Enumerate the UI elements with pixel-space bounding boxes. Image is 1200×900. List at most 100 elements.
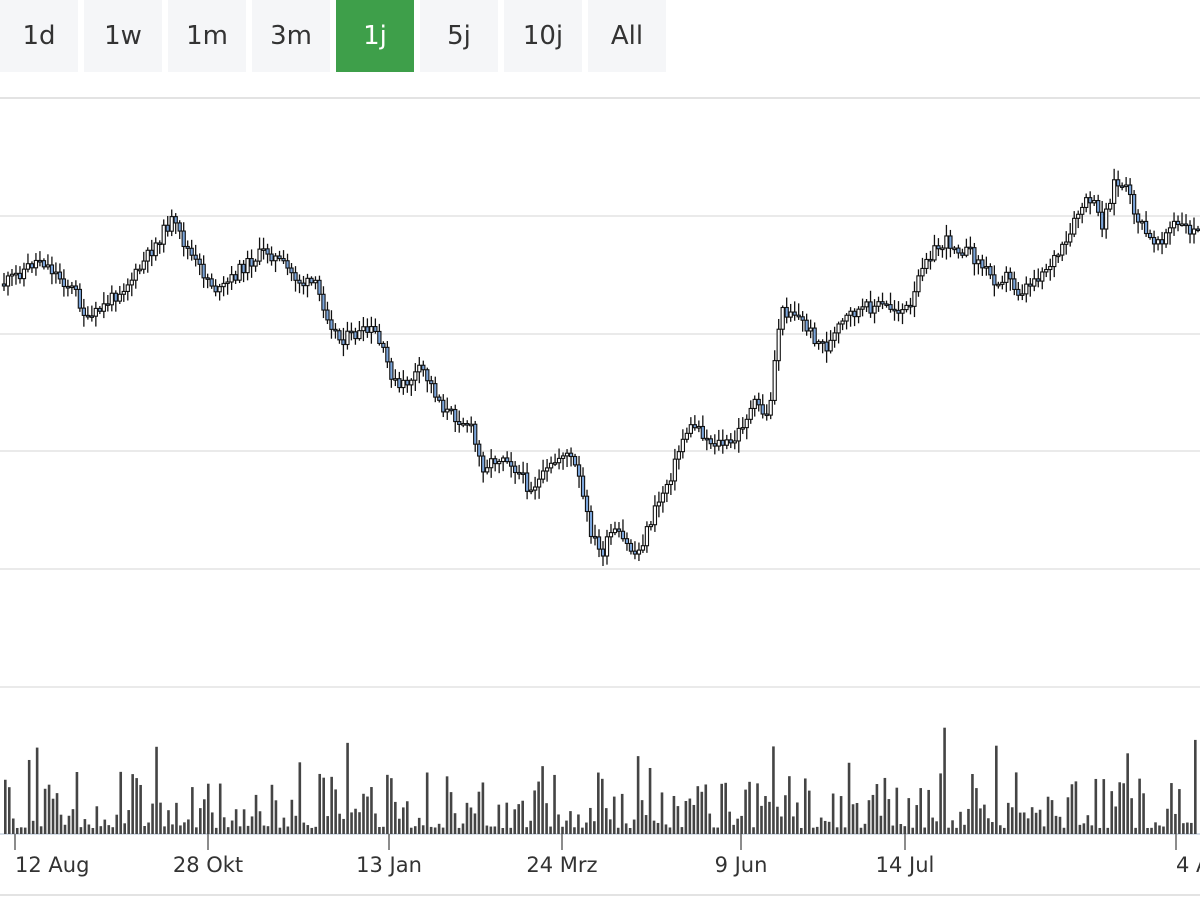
volume-bar	[413, 826, 417, 834]
candle-body	[477, 443, 482, 457]
range-button-3m[interactable]: 3m	[252, 0, 330, 72]
candle-body	[652, 505, 658, 526]
range-button-10j[interactable]: 10j	[504, 0, 582, 72]
candle-body	[788, 311, 793, 318]
candle-body	[101, 303, 106, 312]
candle-body	[45, 264, 51, 268]
volume-bar	[533, 790, 536, 834]
volume-bar	[286, 826, 290, 834]
volume-bar	[871, 794, 875, 834]
candle-body	[33, 259, 39, 269]
candle-body	[465, 422, 470, 426]
candle-body	[117, 293, 122, 302]
volume-bar	[1042, 826, 1046, 834]
candle-body	[365, 326, 370, 333]
volume-bar	[390, 778, 393, 834]
volume-bar	[632, 819, 636, 834]
volume-bar	[923, 827, 926, 834]
volume-bar	[31, 820, 35, 834]
candle-body	[17, 272, 23, 280]
candle-body	[353, 331, 358, 340]
candle-body	[129, 279, 134, 286]
range-button-1m[interactable]: 1m	[168, 0, 246, 72]
candle-body	[237, 263, 242, 281]
volume-bar	[577, 814, 580, 834]
candle-body	[201, 263, 206, 279]
candle-body	[1151, 236, 1157, 245]
volume-bar	[127, 810, 130, 834]
volume-bar	[628, 827, 632, 834]
volume-bar	[704, 784, 708, 834]
volume-bar	[676, 806, 680, 834]
volume-bar	[911, 827, 915, 834]
candle-body	[25, 263, 31, 270]
volume-bar	[748, 781, 751, 834]
volume-bar	[63, 824, 67, 834]
volume-bar	[374, 813, 377, 834]
candle-body	[960, 252, 965, 256]
volume-bar	[608, 819, 612, 834]
volume-bar	[1018, 812, 1022, 834]
candle-body	[325, 309, 330, 321]
volume-bar	[1010, 807, 1014, 834]
candle-body	[924, 258, 929, 269]
candle-body	[437, 396, 442, 401]
candle-body	[509, 461, 514, 467]
candle-body	[393, 378, 398, 381]
candle-body	[952, 247, 957, 251]
candle-body	[405, 379, 410, 386]
volume-bar	[851, 804, 855, 834]
candle-body	[1052, 254, 1057, 268]
candle-body	[253, 260, 258, 267]
candle-body	[257, 248, 262, 262]
volume-bar	[1034, 812, 1038, 834]
candle-body	[1143, 220, 1149, 235]
volume-bar	[314, 826, 318, 834]
volume-bar	[310, 827, 314, 834]
candle-body	[832, 332, 837, 341]
candle-body	[1104, 208, 1109, 230]
candle-body	[940, 247, 945, 251]
volume-bar	[87, 824, 91, 834]
candle-body	[229, 274, 234, 283]
range-button-all[interactable]: All	[588, 0, 666, 72]
volume-bar	[772, 746, 775, 834]
range-button-5j[interactable]: 5j	[420, 0, 498, 72]
volume-bar	[167, 810, 170, 834]
volume-bar	[473, 813, 477, 834]
candle-body	[377, 330, 382, 345]
volume-bar	[79, 827, 83, 834]
volume-bar	[290, 799, 294, 834]
volume-bar	[83, 819, 87, 834]
candle-body	[409, 379, 414, 386]
volume-bar	[274, 800, 278, 834]
candle-body	[932, 245, 937, 261]
volume-bar	[505, 802, 509, 834]
candle-body	[493, 458, 498, 465]
candle-body	[361, 326, 366, 332]
volume-bar	[815, 826, 819, 834]
volume-bar	[342, 818, 345, 834]
candle-body	[528, 489, 534, 493]
candle-body	[381, 342, 386, 348]
range-button-1j[interactable]: 1j	[336, 0, 414, 72]
volume-bar	[270, 784, 274, 834]
candle-body	[441, 399, 446, 413]
candle-body	[816, 341, 821, 345]
candle-body	[736, 427, 741, 442]
volume-bar	[991, 822, 994, 834]
candle-body	[497, 460, 502, 465]
x-tick-label: 24 Mrz	[526, 853, 597, 877]
candle-body	[1088, 197, 1093, 204]
volume-bar	[1166, 808, 1169, 834]
candle-body	[1036, 278, 1041, 282]
candle-body	[660, 492, 666, 503]
candle-body	[161, 224, 166, 245]
range-button-1d[interactable]: 1d	[0, 0, 78, 72]
range-button-1w[interactable]: 1w	[84, 0, 162, 72]
candle-body	[556, 457, 562, 464]
candle-body	[1020, 293, 1025, 296]
candle-body	[385, 346, 390, 363]
candle-body	[812, 327, 817, 345]
volume-bar	[680, 827, 684, 834]
